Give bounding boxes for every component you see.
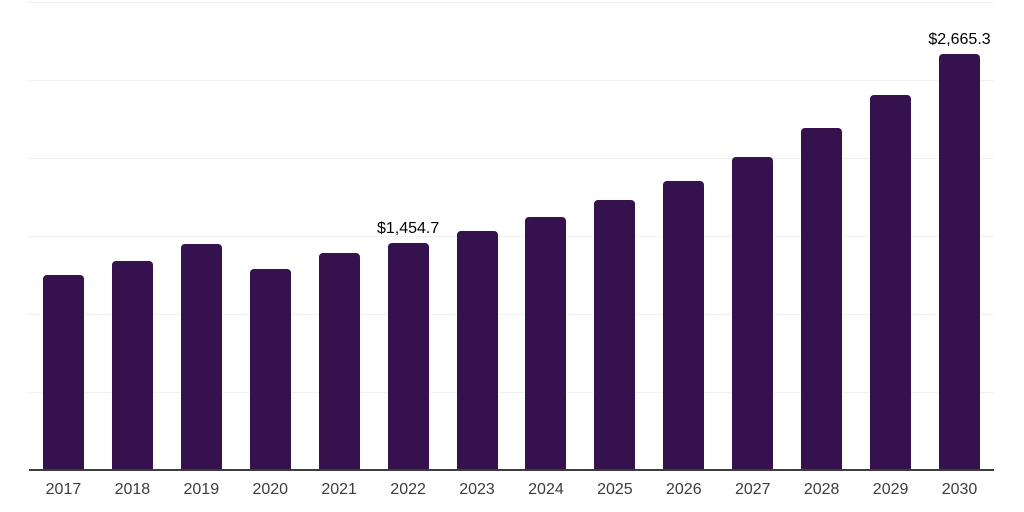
bar-2018 [111, 260, 153, 470]
bar-2027 [732, 156, 774, 470]
gridline [29, 158, 994, 159]
x-axis-label-2018: 2018 [114, 481, 151, 498]
bar-2020 [249, 268, 291, 470]
value-label-2022: $1,454.7 [376, 220, 440, 238]
bar-2022 [387, 243, 429, 470]
bar-2030 [939, 54, 981, 470]
gridline [29, 392, 994, 393]
x-axis-label-2030: 2030 [941, 481, 978, 498]
gridline [29, 314, 994, 315]
x-axis-label-2019: 2019 [183, 481, 220, 498]
plot-area: $1,454.7 $2,665.3 [29, 2, 994, 471]
bar-2017 [42, 275, 84, 470]
value-label-2030: $2,665.3 [928, 31, 991, 49]
x-axis-label-2028: 2028 [803, 481, 840, 498]
gridline [29, 236, 994, 237]
x-axis-label-2023: 2023 [459, 481, 495, 498]
bar-2023 [456, 231, 498, 470]
x-axis-label-2029: 2029 [872, 481, 909, 498]
x-axis-labels: 2017 2018 2019 2020 2021 2022 2023 2024 2025 2026… [29, 480, 994, 504]
bar-2024 [525, 216, 567, 470]
bar-2019 [180, 243, 222, 470]
x-axis-line [29, 469, 994, 471]
bar-2025 [594, 200, 636, 470]
x-axis-label-2021: 2021 [321, 481, 357, 498]
x-axis-label-2026: 2026 [666, 481, 702, 498]
gridline [29, 80, 994, 81]
bar-2028 [801, 128, 843, 470]
x-axis-label-2017: 2017 [45, 481, 82, 498]
gridline [29, 2, 994, 3]
x-axis-label-2027: 2027 [734, 481, 771, 498]
x-axis-label-2025: 2025 [597, 481, 633, 498]
x-axis-label-2020: 2020 [252, 481, 289, 498]
x-axis-label-2024: 2024 [528, 481, 564, 498]
x-axis-label-2022: 2022 [390, 481, 426, 498]
bar-2029 [870, 94, 912, 470]
bar-2021 [318, 253, 360, 470]
bar-2026 [663, 181, 705, 470]
